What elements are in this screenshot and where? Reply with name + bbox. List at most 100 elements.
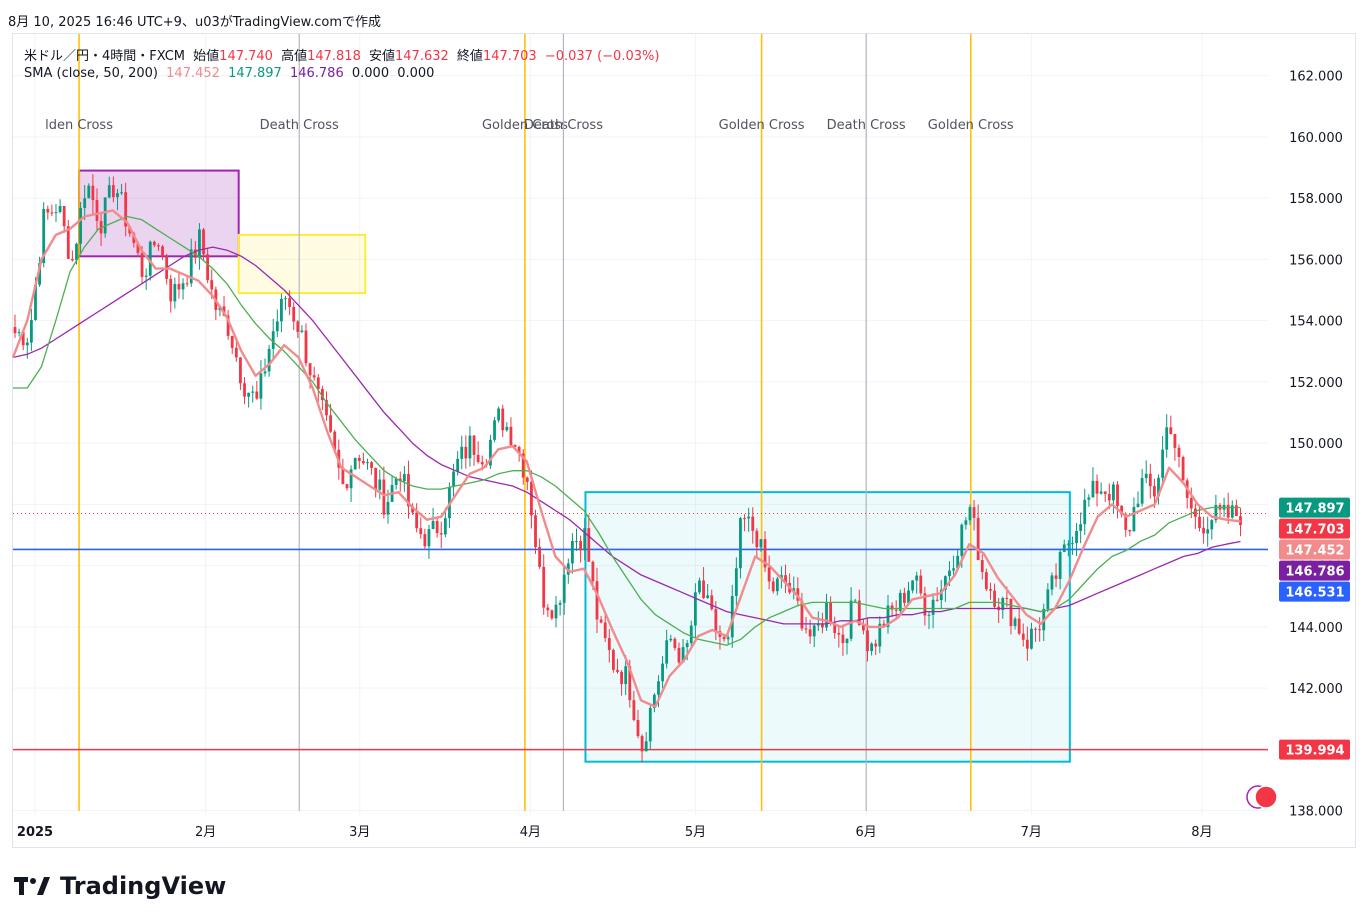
candle-body xyxy=(870,643,874,652)
y-tick-label: 162.000 xyxy=(1289,70,1343,85)
candle-body xyxy=(550,610,554,619)
candle-body xyxy=(1136,503,1140,507)
candle-body xyxy=(1173,434,1177,448)
golden-cross-label: Golden Cross xyxy=(482,118,568,133)
tradingview-logo[interactable]: TradingView xyxy=(14,872,226,900)
candle-body xyxy=(1148,473,1152,487)
price-label-text: 139.994 xyxy=(1285,744,1344,759)
candle-body xyxy=(743,518,746,520)
candle-body xyxy=(648,707,652,742)
candle-body xyxy=(1214,505,1218,521)
candle-body xyxy=(132,233,136,244)
candle-body xyxy=(312,375,316,378)
candle-body xyxy=(1198,516,1201,528)
candle-body xyxy=(1112,484,1115,501)
candle-body xyxy=(562,574,566,603)
candle-body xyxy=(1034,628,1037,630)
candle-body xyxy=(1025,639,1029,649)
x-tick-label: 6月 xyxy=(856,825,877,840)
candle-body xyxy=(157,245,160,247)
candle-body xyxy=(202,229,205,255)
candle-body xyxy=(185,283,189,285)
candle-body xyxy=(1210,520,1214,530)
candle-body xyxy=(247,392,251,397)
candle-body xyxy=(681,647,685,663)
candle-body xyxy=(443,518,447,535)
candle-body xyxy=(91,185,95,201)
candle-body xyxy=(857,600,861,626)
candle-body xyxy=(468,435,472,459)
candle-body xyxy=(501,408,505,431)
candle-body xyxy=(1234,505,1238,517)
x-tick-label: 5月 xyxy=(685,825,706,840)
candle-body xyxy=(964,520,968,525)
candle-body xyxy=(427,529,431,547)
y-tick-label: 158.000 xyxy=(1289,192,1343,207)
candle-body xyxy=(29,320,33,343)
candle-body xyxy=(538,547,542,567)
candle-body xyxy=(1091,480,1095,498)
candle-body xyxy=(366,462,369,464)
candle-body xyxy=(943,576,947,590)
candle-body xyxy=(825,602,828,628)
candle-body xyxy=(652,694,656,708)
candle-body xyxy=(976,517,980,561)
candle-body xyxy=(267,348,271,372)
x-tick-label: 7月 xyxy=(1021,825,1042,840)
candle-body xyxy=(140,252,144,277)
open-label: 始値 xyxy=(193,49,220,64)
x-tick-label: 4月 xyxy=(520,825,541,840)
candle-body xyxy=(689,625,693,644)
candle-body xyxy=(341,467,345,485)
sma-title[interactable]: SMA (close, 50, 200) xyxy=(24,66,159,81)
candle-body xyxy=(616,669,619,672)
y-tick-label: 156.000 xyxy=(1289,253,1343,268)
candle-body xyxy=(521,453,525,478)
candle-body xyxy=(144,275,148,277)
candle-body xyxy=(284,298,287,300)
sma-extra-value-2: 0.000 xyxy=(397,66,435,81)
candle-body xyxy=(419,528,423,535)
candle-body xyxy=(894,609,898,611)
candle-body xyxy=(1165,427,1169,450)
candle-body xyxy=(120,192,123,194)
candle-body xyxy=(210,280,214,290)
candle-body xyxy=(308,363,312,376)
x-tick-label: 8月 xyxy=(1191,825,1212,840)
candle-body xyxy=(628,666,632,701)
candle-body xyxy=(702,580,705,598)
symbol-name[interactable]: 米ドル／円・4時間・FXCM xyxy=(24,49,186,64)
candle-body xyxy=(603,622,607,639)
candle-body xyxy=(230,335,234,348)
golden-cross-label: Golden Cross xyxy=(928,118,1014,133)
candle-body xyxy=(907,590,910,603)
candle-body xyxy=(579,541,583,551)
y-tick-label: 154.000 xyxy=(1289,315,1343,330)
candle-body xyxy=(513,445,517,447)
low-value: 147.632 xyxy=(395,49,449,64)
candle-body xyxy=(710,595,714,610)
candle-body xyxy=(849,600,853,639)
candle-body xyxy=(808,629,812,637)
candle-body xyxy=(591,561,595,582)
golden-cross-label: Golden Cross xyxy=(719,118,805,133)
candle-body xyxy=(46,208,50,213)
candle-body xyxy=(239,357,242,384)
candle-body xyxy=(1050,575,1054,590)
candle-body xyxy=(107,185,111,198)
candle-body xyxy=(931,599,935,615)
price-label-tag xyxy=(1279,560,1350,581)
candle-body xyxy=(62,206,66,227)
rectangle-yellow xyxy=(237,233,367,295)
candle-body xyxy=(714,609,718,632)
candle-body xyxy=(948,570,951,577)
candle-body xyxy=(767,567,771,582)
candle-body xyxy=(583,528,587,551)
candle-body xyxy=(251,391,255,393)
candle-body xyxy=(890,605,894,610)
candle-body xyxy=(234,347,238,358)
logo-text: TradingView xyxy=(60,872,227,900)
candle-body xyxy=(353,457,357,470)
price-label-tag xyxy=(1279,739,1350,760)
